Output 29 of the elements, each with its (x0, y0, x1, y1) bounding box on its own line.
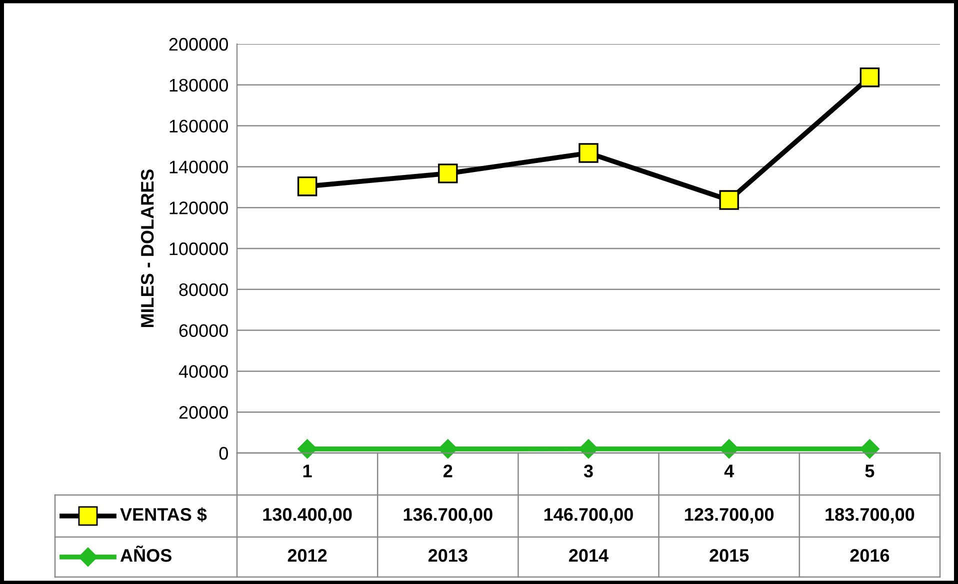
data-label: 2015 (710, 549, 749, 562)
y-axis-title: MILES - DOLARES (140, 169, 154, 328)
y-tick-label: 0 (219, 446, 228, 460)
legend-label: VENTAS $ (120, 507, 207, 522)
data-label: 2012 (288, 549, 327, 562)
y-tick-label: 60000 (179, 324, 228, 338)
data-label: 2016 (850, 549, 890, 562)
data-label: 136.700,00 (404, 508, 492, 524)
y-tick-label: 200000 (169, 38, 228, 51)
data-label: 123.700,00 (685, 508, 774, 524)
x-tick-label: 1 (303, 464, 312, 478)
y-tick-label: 80000 (179, 283, 228, 296)
legend-label: AÑOS (120, 546, 172, 562)
y-tick-label: 40000 (178, 365, 228, 378)
data-label: 146.700,00 (544, 508, 633, 524)
x-tick-label: 2 (444, 464, 452, 478)
y-tick-label: 160000 (170, 120, 228, 133)
y-tick-label: 20000 (179, 406, 228, 419)
y-tick-label: 140000 (170, 160, 228, 174)
data-label: 2014 (569, 549, 608, 562)
data-label: 183.700,00 (826, 508, 914, 524)
y-tick-label: 180000 (170, 78, 228, 92)
y-tick-label: 100000 (170, 242, 228, 256)
data-label: 2013 (428, 549, 468, 562)
x-tick-label: 3 (584, 464, 593, 478)
x-tick-label: 4 (724, 464, 734, 478)
data-label: 130.400,00 (263, 508, 352, 524)
y-tick-label: 120000 (170, 202, 228, 214)
x-tick-label: 5 (865, 464, 874, 478)
